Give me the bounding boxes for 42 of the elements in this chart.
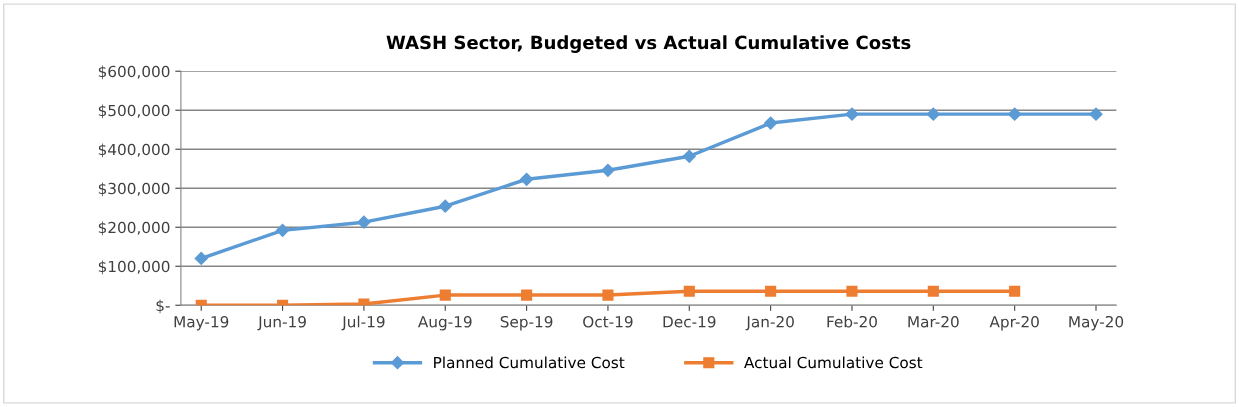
point <box>926 107 940 121</box>
x-tick-label: Jan-20 <box>745 315 794 331</box>
y-tick-label: $200,000 <box>98 221 170 236</box>
point <box>275 223 290 237</box>
point <box>682 149 696 163</box>
point <box>438 199 452 213</box>
point <box>1089 107 1103 121</box>
x-tick-label: Apr-20 <box>989 315 1039 331</box>
x-tick-label: Feb-20 <box>827 315 877 328</box>
point <box>357 215 371 229</box>
y-tick-label: $500,000 <box>98 104 170 119</box>
point <box>1008 107 1022 121</box>
point <box>846 285 858 297</box>
chart-title: WASH Sector, Budgeted vs Actual Cumulative Costs <box>386 35 911 53</box>
y-tick-label: $400,000 <box>98 143 170 158</box>
x-tick-label: Oct-19 <box>583 315 633 328</box>
legend-label: Actual Cumulative Cost <box>744 356 923 369</box>
x-tick-label: May-20 <box>1069 315 1124 331</box>
y-tick-label: $600,000 <box>98 65 170 80</box>
point <box>520 172 534 186</box>
x-tick-label: Mar-20 <box>908 315 959 328</box>
y-tick-label: $- <box>156 299 170 314</box>
y-tick-label: $300,000 <box>98 182 170 197</box>
x-tick-label: Aug-19 <box>417 315 472 331</box>
point <box>194 251 208 266</box>
x-tick-label: Jul-19 <box>341 315 385 331</box>
legend-label: Planned Cumulative Cost <box>434 356 625 369</box>
point <box>845 107 859 121</box>
x-tick-label: Sep-19 <box>500 315 553 331</box>
point <box>521 289 533 301</box>
point <box>601 163 615 177</box>
point <box>765 285 777 297</box>
point <box>927 285 939 297</box>
point <box>1009 285 1021 297</box>
point <box>683 285 695 297</box>
x-tick-label: Jun-19 <box>257 315 306 331</box>
x-tick-label: Dec-19 <box>663 315 716 328</box>
point <box>602 289 614 301</box>
y-tick-label: $100,000 <box>98 260 170 275</box>
x-tick-label: May-19 <box>174 315 229 331</box>
point <box>439 289 451 301</box>
point <box>764 116 778 130</box>
